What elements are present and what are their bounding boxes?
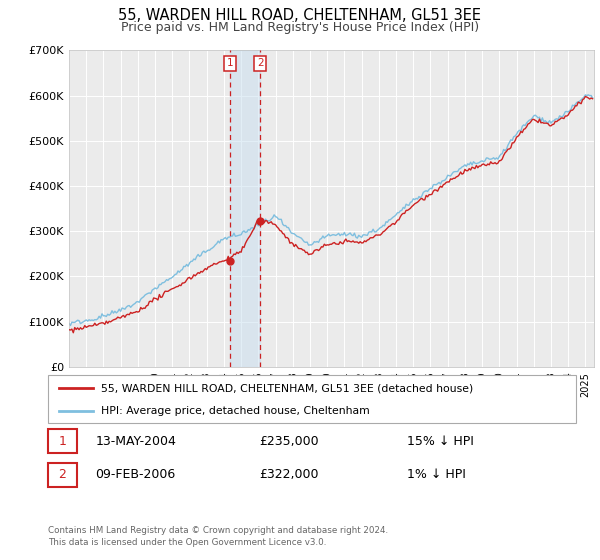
Text: £322,000: £322,000 [259, 468, 319, 482]
Text: £235,000: £235,000 [259, 435, 319, 448]
Text: 1: 1 [227, 58, 233, 68]
Bar [48, 463, 77, 487]
Text: This data is licensed under the Open Government Licence v3.0.: This data is licensed under the Open Gov… [48, 538, 326, 547]
Text: 2: 2 [257, 58, 263, 68]
Text: Contains HM Land Registry data © Crown copyright and database right 2024.: Contains HM Land Registry data © Crown c… [48, 526, 388, 535]
Text: 55, WARDEN HILL ROAD, CHELTENHAM, GL51 3EE: 55, WARDEN HILL ROAD, CHELTENHAM, GL51 3… [119, 8, 482, 24]
Text: 55, WARDEN HILL ROAD, CHELTENHAM, GL51 3EE (detached house): 55, WARDEN HILL ROAD, CHELTENHAM, GL51 3… [101, 383, 473, 393]
Text: 1: 1 [59, 435, 67, 448]
Text: HPI: Average price, detached house, Cheltenham: HPI: Average price, detached house, Chel… [101, 406, 370, 416]
Bar [48, 429, 77, 454]
Text: 15% ↓ HPI: 15% ↓ HPI [407, 435, 474, 448]
Bar [230, 50, 260, 367]
Text: 13-MAY-2004: 13-MAY-2004 [95, 435, 176, 448]
Text: 2: 2 [59, 468, 67, 482]
Text: 1% ↓ HPI: 1% ↓ HPI [407, 468, 466, 482]
Text: 09-FEB-2006: 09-FEB-2006 [95, 468, 176, 482]
Text: Price paid vs. HM Land Registry's House Price Index (HPI): Price paid vs. HM Land Registry's House … [121, 21, 479, 34]
